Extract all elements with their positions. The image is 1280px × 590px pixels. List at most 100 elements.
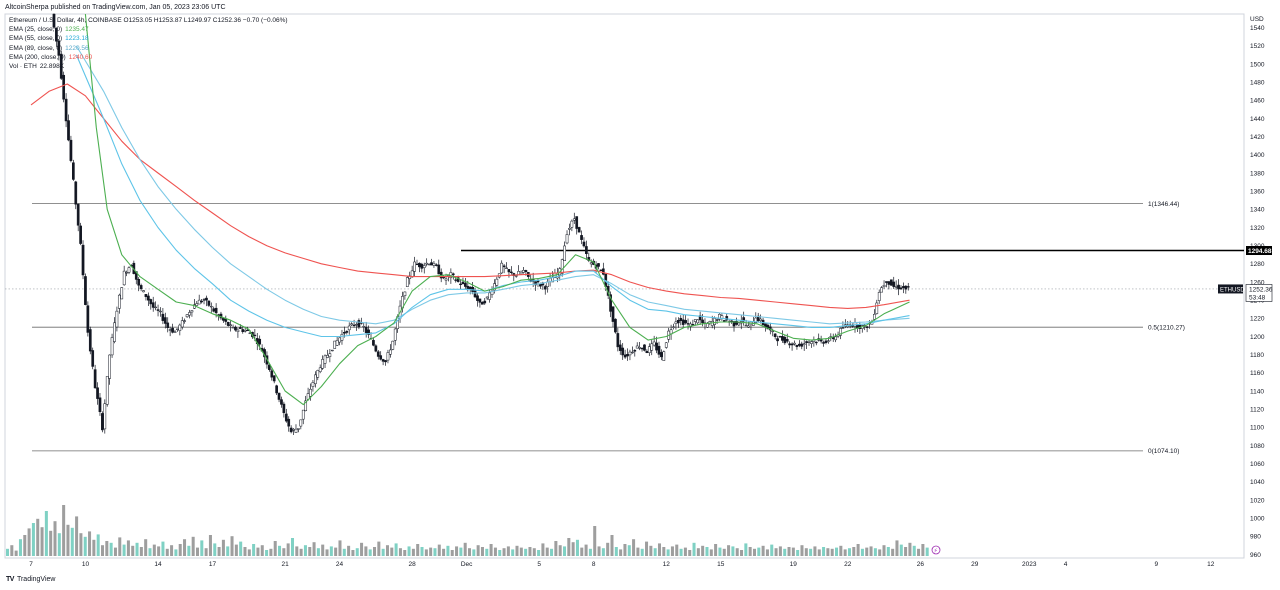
- candle-body: [52, 13, 56, 28]
- candle-body: [176, 328, 179, 330]
- candle-body: [800, 343, 804, 347]
- time-tick-label: 12: [663, 561, 671, 568]
- volume-bar: [18, 539, 22, 556]
- volume-bar: [860, 548, 864, 556]
- candle-body: [681, 319, 685, 325]
- volume-bar: [226, 546, 230, 556]
- price-tick-label: 1120: [1250, 406, 1264, 413]
- volume-bar: [912, 545, 916, 556]
- volume-bar: [44, 511, 48, 556]
- candle-body: [500, 262, 504, 274]
- volume-bar: [433, 548, 437, 556]
- candle-body: [435, 264, 438, 266]
- candle-body: [72, 162, 75, 180]
- candle-body: [778, 336, 782, 338]
- volume-bar: [213, 543, 217, 556]
- volume-bar: [722, 548, 726, 556]
- candle-body: [420, 263, 424, 269]
- candle-body: [585, 246, 588, 255]
- candle-body: [621, 347, 625, 356]
- legend-ema200[interactable]: EMA (200, close, 0) 1240.60: [9, 53, 288, 62]
- candle-body: [459, 283, 462, 286]
- candle-body: [74, 181, 78, 205]
- volume-bar: [502, 548, 506, 556]
- candle-body: [275, 385, 278, 394]
- candle-body: [635, 345, 639, 349]
- candle-body: [84, 276, 87, 305]
- volume-bar: [873, 548, 877, 556]
- candle-body: [771, 330, 775, 333]
- volume-bar: [394, 543, 398, 556]
- candle-body: [362, 326, 366, 328]
- legend-ema55[interactable]: EMA (55, close, 0) 1223.18: [9, 34, 288, 43]
- price-tick-label: 1220: [1250, 316, 1265, 323]
- volume-bar: [342, 548, 346, 556]
- volume-bar: [718, 547, 722, 556]
- fib-levels: 1(1346.44) 0.5(1210.27) 0(1074.10): [32, 201, 1185, 455]
- candle-body: [405, 277, 409, 287]
- candle-body: [747, 325, 750, 328]
- candle-body: [161, 313, 165, 321]
- volume-bar: [528, 547, 532, 556]
- volume-bar: [822, 547, 826, 556]
- candle-body: [207, 300, 211, 306]
- volume-bar: [869, 546, 873, 556]
- candle-body: [691, 324, 695, 326]
- candle-body: [599, 269, 603, 272]
- candle-body: [96, 387, 99, 399]
- volume-bar: [273, 541, 277, 556]
- volume-bar: [178, 544, 182, 556]
- candle-body: [904, 285, 908, 290]
- legend-ema89[interactable]: EMA (89, close, 0) 1220.56: [9, 44, 288, 53]
- ema25-line: [84, 14, 910, 406]
- candle-body: [577, 227, 581, 233]
- candle-body: [839, 328, 842, 336]
- candle-body: [677, 319, 680, 324]
- candle-body: [76, 203, 80, 226]
- volume-bar: [882, 545, 886, 556]
- candle-body: [246, 329, 249, 332]
- candle-body: [684, 320, 687, 324]
- price-tick-label: 1020: [1250, 497, 1265, 504]
- volume-bar: [705, 547, 709, 556]
- candle-body: [427, 263, 431, 266]
- candle-body: [897, 284, 900, 290]
- candle-body: [601, 268, 605, 275]
- volume-bar: [696, 548, 700, 556]
- legend-volume[interactable]: Vol · ETH 22.898K: [9, 62, 288, 71]
- volume-bar: [683, 547, 687, 556]
- candle-body: [478, 298, 482, 303]
- candle-body: [473, 290, 477, 298]
- candle-body: [773, 333, 777, 337]
- candle-body: [190, 310, 194, 313]
- candle-body: [355, 323, 358, 326]
- candle-body: [865, 326, 869, 328]
- time-tick-label: 2023: [1022, 561, 1037, 568]
- last-price-value: 1252.36: [1249, 286, 1273, 293]
- volume-bar: [312, 542, 316, 556]
- candle-body: [69, 139, 73, 161]
- volume-bar: [657, 543, 662, 556]
- time-tick-label: 22: [844, 561, 852, 568]
- candle-body: [105, 376, 109, 405]
- volume-bar: [800, 545, 804, 556]
- volume-bar: [692, 542, 696, 556]
- candle-body: [873, 313, 876, 320]
- volume-bar: [368, 549, 372, 556]
- candle-body: [686, 323, 690, 325]
- candle-body: [505, 267, 508, 269]
- price-tick-label: 1160: [1250, 370, 1264, 377]
- time-tick-label: 24: [336, 561, 344, 568]
- candle-body: [268, 364, 271, 370]
- legend-ema25[interactable]: EMA (25, close, 0) 1235.47: [9, 25, 288, 34]
- candle-body: [243, 330, 247, 332]
- candle-body: [379, 355, 383, 360]
- volume-bar: [53, 521, 57, 556]
- candle-body: [149, 299, 153, 305]
- candle-body: [645, 351, 649, 353]
- volume-bar: [252, 544, 256, 556]
- volume-bar: [511, 549, 515, 556]
- volume-bar: [662, 547, 666, 556]
- volume-bar: [468, 548, 472, 556]
